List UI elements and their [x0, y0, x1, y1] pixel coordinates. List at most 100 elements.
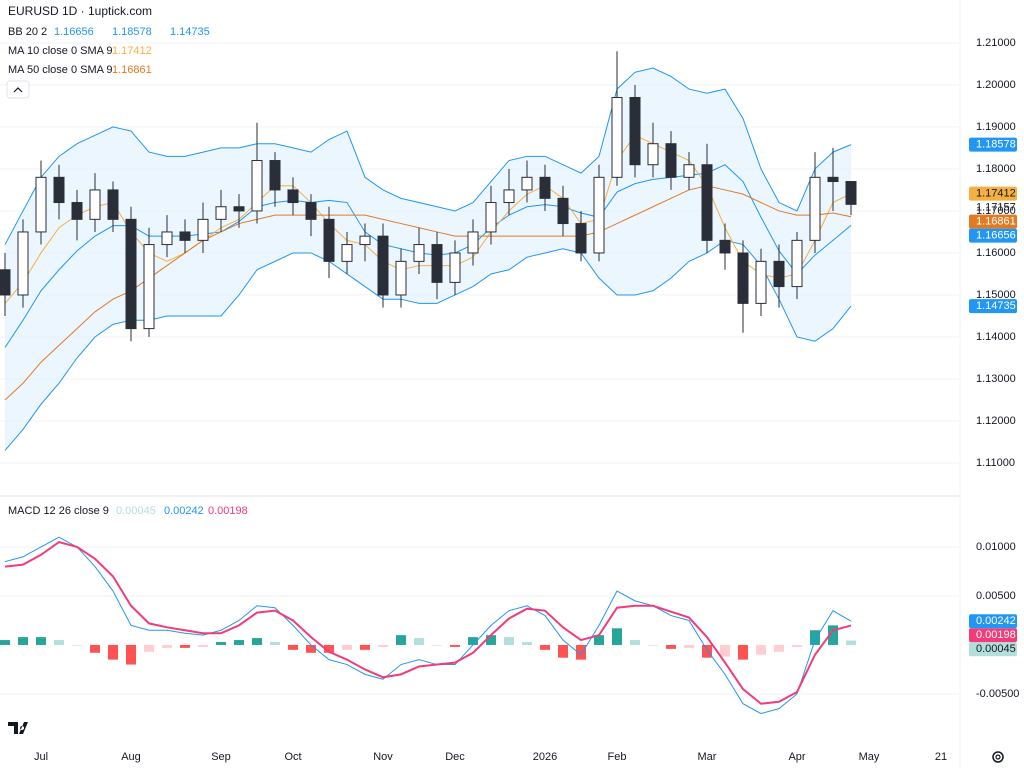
candle-body [593, 176, 605, 254]
y-tick-label: 1.19000 [976, 121, 1016, 133]
histogram-bar [684, 644, 694, 648]
y-tick-label: 1.11000 [976, 457, 1015, 469]
y-tick-label: 1.15000 [976, 289, 1016, 301]
histogram-bar [234, 640, 244, 645]
candle-body [107, 189, 119, 220]
price-badge-label: 1.14735 [976, 300, 1016, 312]
chart-title: EURUSD 1D · 1uptick.com [8, 4, 152, 18]
histogram-bar [342, 644, 352, 650]
plot-layer [0, 51, 857, 715]
candle-body [413, 244, 425, 262]
x-tick-label: Dec [445, 751, 465, 763]
histogram-bar [846, 640, 856, 645]
histogram-bar [414, 638, 424, 645]
histogram-bar [288, 644, 298, 650]
candle-body [719, 239, 731, 254]
candle-body [449, 252, 461, 283]
candle-body [53, 176, 65, 204]
candle-body [395, 260, 407, 296]
candle-body [521, 176, 533, 191]
price-badge-label: 1.16861 [976, 216, 1016, 228]
y-tick-label: 1.17000 [976, 205, 1016, 217]
candle-body [845, 181, 857, 205]
x-tick-label: May [859, 751, 880, 763]
candle-body [89, 189, 101, 220]
histogram-bar [72, 644, 82, 646]
y-tick-label: 0.01000 [976, 541, 1016, 553]
candle-body [251, 160, 263, 212]
legend-value: 0.00242 [164, 505, 204, 517]
histogram-bar [450, 644, 460, 647]
legend-value: 0.00198 [208, 505, 248, 517]
candle-body [323, 218, 335, 262]
price-badge-label: 0.00242 [976, 615, 1016, 627]
collapse-icon[interactable] [13, 87, 23, 93]
candle-body [269, 160, 281, 191]
price-badge [969, 614, 1017, 629]
candle-body [647, 143, 659, 166]
candle-body [341, 244, 353, 262]
y-tick-label: 1.18000 [976, 163, 1016, 175]
histogram-bar [126, 644, 136, 665]
y-tick-label: 1.13000 [976, 373, 1016, 385]
price-badge [969, 628, 1017, 643]
x-tick-label: Sep [211, 751, 231, 763]
histogram-bar [54, 640, 64, 645]
histogram-bar [252, 638, 262, 645]
candle-body [287, 189, 299, 204]
candle-body [305, 202, 317, 220]
y-tick-label: 1.20000 [976, 79, 1016, 91]
histogram-bar [396, 635, 406, 645]
axis-layer: 1.21000 1.20000 1.19000 1.18000 1.17000 1.160… [34, 37, 1019, 763]
candle-body [809, 176, 821, 241]
legend-value: 1.18578 [112, 26, 152, 38]
candle-body [431, 244, 443, 283]
indicator-line [4, 536, 852, 715]
candle-body [17, 231, 29, 296]
legend-value: 1.14735 [170, 26, 210, 38]
histogram-bar [738, 644, 748, 660]
price-badge-label: 1.18578 [976, 139, 1016, 151]
candle-body [215, 206, 227, 220]
histogram-bar [576, 644, 586, 660]
histogram-bar [270, 642, 280, 645]
y-tick-label: 1.21000 [976, 37, 1016, 49]
band-upper [4, 67, 852, 245]
histogram-bar [504, 637, 514, 645]
histogram-bar [720, 644, 730, 657]
candle-body [503, 189, 515, 204]
y-tick-label: -0.00500 [976, 688, 1019, 700]
candle-body [827, 176, 839, 183]
x-tick-label: Oct [284, 751, 301, 763]
price-badge [969, 214, 1017, 229]
candle-body [701, 164, 713, 241]
candle-body [71, 202, 83, 220]
collapse-button[interactable] [6, 80, 30, 99]
price-badge [969, 228, 1017, 243]
indicator-line [4, 540, 852, 705]
candle-body [143, 244, 155, 330]
histogram-bar [216, 642, 226, 645]
price-badge [969, 299, 1017, 314]
x-tick-label: Apr [788, 751, 805, 763]
legend-value: 1.17412 [112, 45, 152, 57]
histogram-bar [108, 644, 118, 660]
candle-body [125, 218, 137, 330]
logo[interactable] [8, 722, 28, 734]
histogram-bar [90, 644, 100, 653]
logo-mark[interactable] [8, 722, 28, 734]
histogram-bar [486, 635, 496, 645]
settings-button[interactable] [992, 751, 1004, 763]
candle-body [467, 231, 479, 254]
histogram-bar [702, 644, 712, 658]
legend-value: 1.16861 [112, 64, 152, 76]
histogram-bar [180, 644, 190, 648]
settings-icon[interactable] [992, 751, 1004, 763]
histogram-bar [756, 644, 766, 655]
candle-body [791, 239, 803, 288]
settings-icon-core[interactable] [995, 754, 1001, 760]
collapse-button-frame[interactable] [6, 80, 30, 99]
candle-body [665, 143, 677, 178]
candle-body [755, 260, 767, 304]
